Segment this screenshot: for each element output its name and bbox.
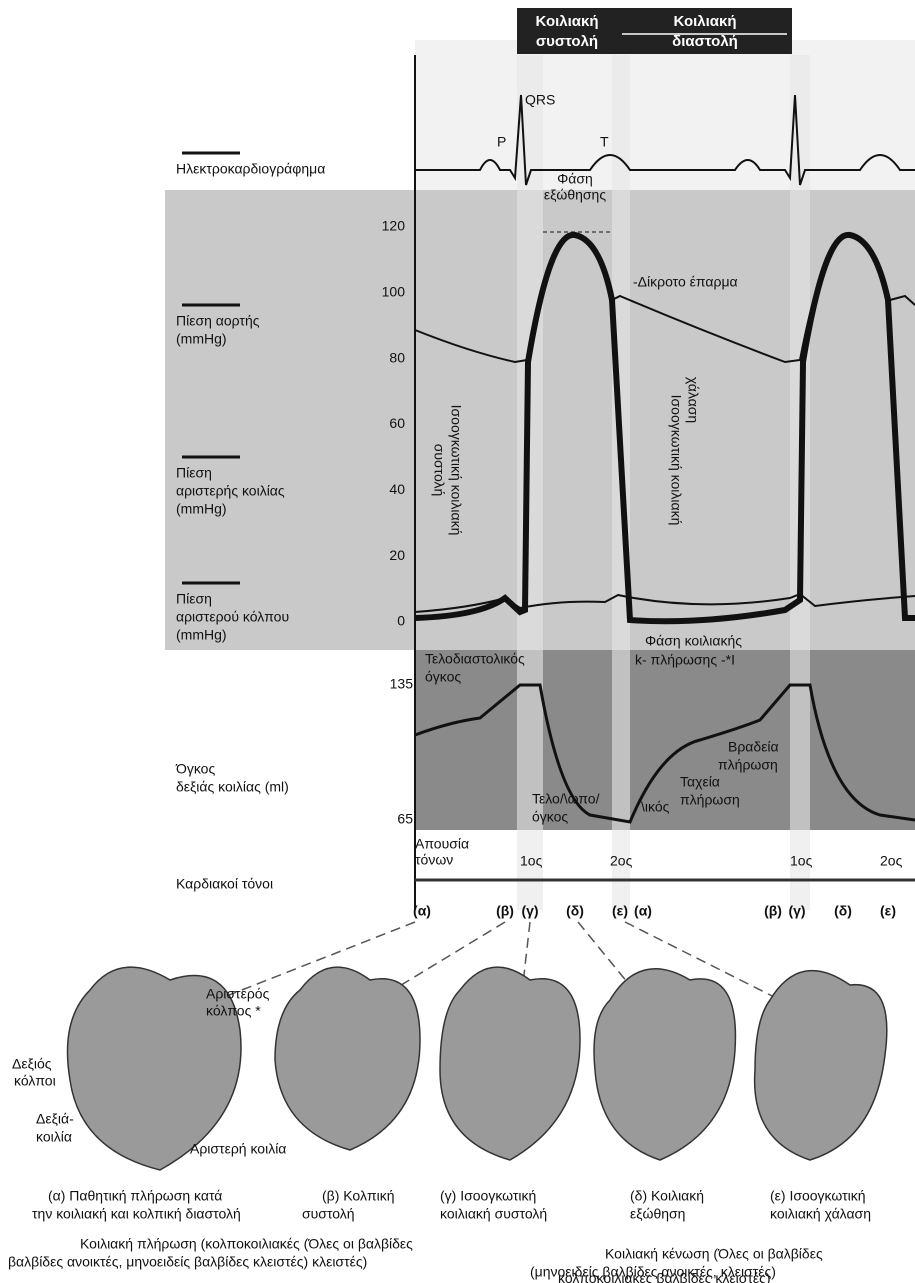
phase-label: (γ) (788, 903, 805, 919)
heart-label: Αριστερή κοιλία (190, 1141, 286, 1157)
ecg-label: P (497, 134, 506, 150)
annotation: συστολή (431, 444, 447, 497)
heart-illustration (755, 971, 887, 1160)
caption: (γ) Ισοογκωτική (440, 1188, 536, 1204)
annotation: Ισοογκωτική κοιλιακή (448, 405, 464, 536)
annotation: Ταχεία (680, 774, 720, 790)
phase-row: (α) (β) (γ) (δ) (ε) (α) (β) (γ) (δ) (ε) (413, 903, 896, 919)
sound-label: 1ος (790, 853, 813, 869)
row-label: (mmHg) (176, 331, 227, 347)
y-tick-label: 120 (382, 218, 406, 234)
row-label: Πίεση (176, 465, 212, 481)
row-label: Καρδιακοί τόνοι (176, 876, 273, 892)
phase-label: (β) (496, 903, 514, 919)
y-tick-label: 65 (397, 811, 413, 827)
caption: (ε) Ισοογκωτική (770, 1188, 866, 1204)
heart-illustration (594, 969, 735, 1160)
heart-illustration (275, 967, 420, 1150)
phase-label: (δ) (566, 903, 584, 919)
phase-label: (ε) (880, 903, 896, 919)
sound-label: 1ος (520, 853, 543, 869)
row-label: αριστερής κοιλίας (176, 483, 285, 499)
row-label: αριστερού κόλπου (176, 609, 289, 625)
row-label: Ηλεκτροκαρδιογράφημα (176, 161, 325, 177)
phase-label: (α) (634, 903, 652, 919)
y-tick-label: 135 (390, 676, 414, 692)
phase-label: (ε) (612, 903, 628, 919)
annotation: πλήρωση (680, 792, 740, 808)
annotation: k- πλήρωσης -*I (635, 652, 735, 668)
annotation: Φάση κοιλιακής (645, 633, 742, 649)
header-text: συστολή (536, 33, 598, 50)
footer: βαλβίδες ανοικτές, μηνοειδείς βαλβίδες κ… (8, 1254, 367, 1270)
annotation: Απουσία (415, 836, 469, 852)
y-tick-label: 60 (389, 415, 405, 431)
footer: Κοιλιακή κένωση (Όλες οι βαλβίδες (605, 1246, 823, 1262)
heart-label: κοιλία (36, 1129, 72, 1145)
heart-label: Δεξιός (12, 1056, 52, 1072)
heart-label: κόλποι (14, 1073, 56, 1089)
caption: κοιλιακή χάλαση (770, 1206, 871, 1222)
row-label: (mmHg) (176, 501, 227, 517)
ecg-label: T (600, 134, 609, 150)
y-tick-label: 0 (397, 613, 405, 629)
y-tick-label: 40 (389, 481, 405, 497)
heart-label: κόλπος * (206, 1003, 261, 1019)
annotation: τόνων (415, 852, 453, 868)
y-tick-label: 20 (389, 547, 405, 563)
phase-band (517, 55, 543, 910)
annotation: εξώθησης (544, 187, 606, 203)
row-label: δεξιάς κοιλίας (ml) (176, 779, 289, 795)
footer: κολποκοιλιακές βαλβίδες κλειστές) (558, 1270, 771, 1283)
row-label: Όγκος (175, 761, 215, 777)
annotation: χάλαση (685, 377, 701, 423)
header-text: Κοιλιακή (673, 13, 736, 30)
caption: συστολή (302, 1206, 355, 1222)
heart-label: Δεξιά- (36, 1111, 74, 1127)
annotation: Τελο/\ωπο/ (532, 791, 600, 807)
y-tick-label: 80 (389, 349, 405, 365)
phase-label: (δ) (834, 903, 852, 919)
annotation: όγκος (425, 669, 461, 685)
caption: εξώθηση (630, 1206, 685, 1222)
row-label: Πίεση αορτής (176, 313, 260, 329)
header-text: διαστολή (672, 33, 738, 50)
footer: Κοιλιακή πλήρωση (κολποκοιλιακές (Όλες ο… (80, 1236, 413, 1252)
annotation: Τελοδιαστολικός (425, 651, 525, 667)
sound-label: 2ος (610, 853, 633, 869)
header-text: Κοιλιακή (535, 13, 598, 30)
phase-label: (α) (413, 903, 431, 919)
heart-label: Αριστερός (206, 986, 270, 1002)
annotation: Ισοογκωτική κοιλιακή (668, 395, 684, 526)
caption: την κοιλιακή και κολπική διαστολή (32, 1206, 241, 1222)
row-label: (mmHg) (176, 627, 227, 643)
ecg-label: QRS (525, 92, 555, 108)
caption: (α) Παθητική πλήρωση κατά (48, 1188, 222, 1204)
row-label: Πίεση (176, 591, 212, 607)
caption: (β) Κολπική (322, 1188, 395, 1204)
annotation: πλήρωση (718, 757, 778, 773)
annotation: Βραδεία (728, 739, 779, 755)
annotation: \ικός (641, 799, 670, 815)
sound-label: 2ος (880, 853, 903, 869)
page: Κοιλιακή συστολή Κοιλιακή διαστολή Ηλεκτ… (0, 0, 915, 1283)
annotation: όγκος (532, 809, 568, 825)
phase-label: (β) (764, 903, 782, 919)
annotation: Φάση (557, 171, 593, 187)
annotation: -Δίκροτο έπαρμα (633, 274, 738, 290)
heart-illustration (440, 967, 580, 1160)
phase-label: (γ) (521, 903, 538, 919)
y-tick-label: 100 (382, 284, 406, 300)
caption: κοιλιακή συστολή (440, 1206, 547, 1222)
caption: (δ) Κοιλιακή (630, 1188, 704, 1204)
ecg-panel (415, 40, 915, 190)
